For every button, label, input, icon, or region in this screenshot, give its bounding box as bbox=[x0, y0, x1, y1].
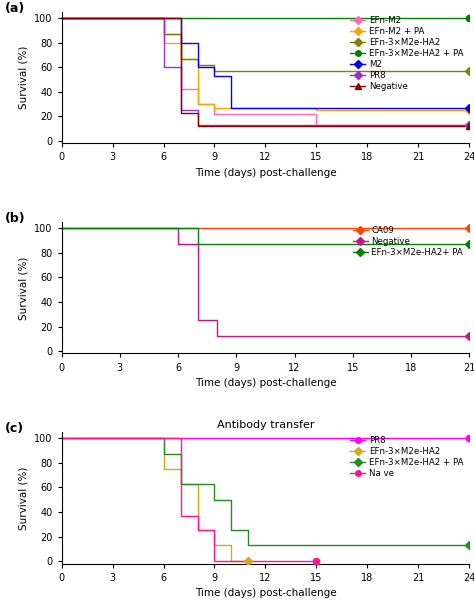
Y-axis label: Survival (%): Survival (%) bbox=[18, 466, 28, 530]
Legend: PR8, EFn-3×M2e-HA2, EFn-3×M2e-HA2 + PA, Na ve: PR8, EFn-3×M2e-HA2, EFn-3×M2e-HA2 + PA, … bbox=[348, 434, 465, 480]
X-axis label: Time (days) post-challenge: Time (days) post-challenge bbox=[195, 168, 336, 178]
Text: (c): (c) bbox=[5, 422, 24, 435]
Text: (b): (b) bbox=[5, 211, 25, 225]
Title: Antibody transfer: Antibody transfer bbox=[217, 420, 314, 430]
X-axis label: Time (days) post-challenge: Time (days) post-challenge bbox=[195, 378, 336, 388]
Y-axis label: Survival (%): Survival (%) bbox=[18, 256, 28, 319]
Legend: CA09, Negative, EFn-3×M2e-HA2+ PA: CA09, Negative, EFn-3×M2e-HA2+ PA bbox=[351, 224, 465, 259]
Legend: EFn-M2, EFn-M2 + PA, EFn-3×M2e-HA2, EFn-3×M2e-HA2 + PA, M2, PR8, Negative: EFn-M2, EFn-M2 + PA, EFn-3×M2e-HA2, EFn-… bbox=[348, 14, 465, 93]
Y-axis label: Survival (%): Survival (%) bbox=[18, 46, 28, 110]
Text: (a): (a) bbox=[5, 2, 25, 15]
X-axis label: Time (days) post-challenge: Time (days) post-challenge bbox=[195, 588, 336, 598]
